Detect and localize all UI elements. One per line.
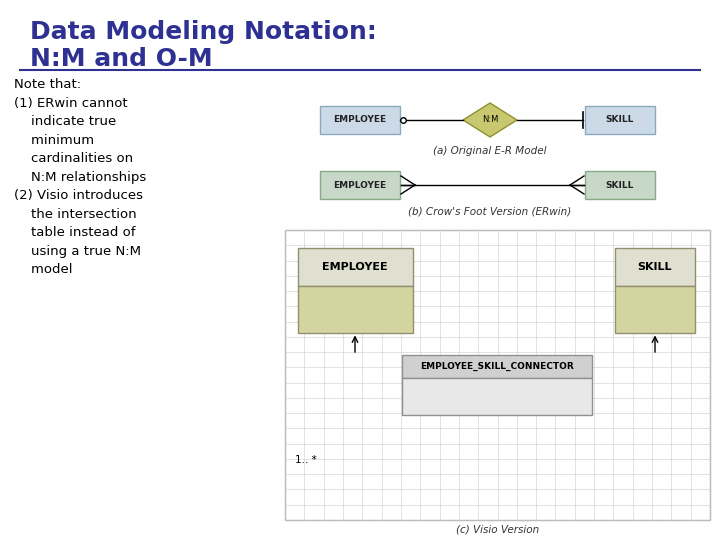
Bar [615,286,695,333]
Bar [320,106,400,134]
Bar [402,378,592,415]
Text: (c) Visio Version: (c) Visio Version [456,524,539,534]
Bar [285,230,710,520]
Text: SKILL: SKILL [638,261,672,272]
Text: (a) Original E-R Model: (a) Original E-R Model [433,146,546,156]
Text: EMPLOYEE_SKILL_CONNECTOR: EMPLOYEE_SKILL_CONNECTOR [420,362,574,371]
Text: Note that:
(1) ERwin cannot
    indicate true
    minimum
    cardinalities on
 : Note that: (1) ERwin cannot indicate tru… [14,78,146,276]
Text: 1.. *: 1.. * [295,455,317,465]
Bar [297,286,413,333]
Bar [297,247,413,286]
Bar [585,171,655,199]
Text: EMPLOYEE: EMPLOYEE [333,180,387,190]
Bar [615,247,695,286]
Bar [585,106,655,134]
Text: EMPLOYEE: EMPLOYEE [322,261,388,272]
Bar [402,355,592,378]
Text: N:M and O-M: N:M and O-M [30,47,212,71]
Text: Data Modeling Notation:: Data Modeling Notation: [30,20,377,44]
Text: (b) Crow's Foot Version (ERwin): (b) Crow's Foot Version (ERwin) [408,207,572,217]
Polygon shape [463,103,517,137]
Text: SKILL: SKILL [606,116,634,125]
Text: EMPLOYEE: EMPLOYEE [333,116,387,125]
Bar [320,171,400,199]
Text: N:M: N:M [482,116,498,125]
Text: SKILL: SKILL [606,180,634,190]
